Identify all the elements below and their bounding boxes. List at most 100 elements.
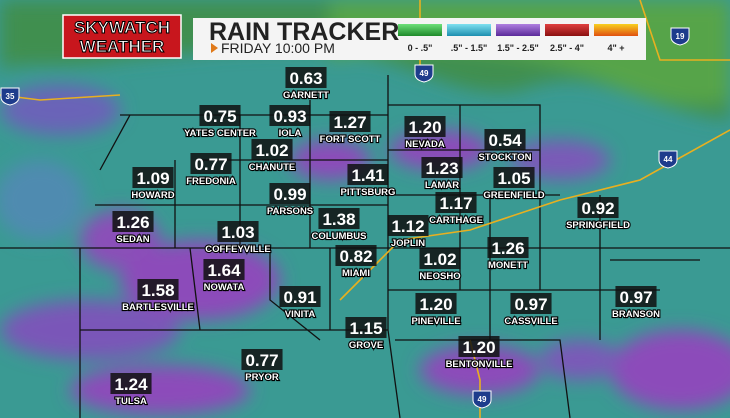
legend-swatch (398, 24, 442, 36)
rain-value: 0.82 (339, 247, 372, 266)
value-box (510, 293, 552, 314)
city: 1.20 PINEVILLE (410, 293, 462, 328)
value-box (269, 105, 311, 126)
rain-value: 0.97 (514, 295, 547, 314)
city: 0.93 IOLA (269, 105, 311, 140)
city-name: PRYOR (245, 372, 279, 383)
legend-label: 2.5" - 4" (550, 43, 584, 53)
city: 0.75 YATES CENTER (183, 105, 257, 140)
highway-number: 35 (6, 92, 15, 101)
city-name: IOLA (279, 128, 302, 139)
rain-value: 1.05 (497, 169, 530, 188)
rain-value: 1.17 (439, 194, 472, 213)
city-name: PARSONS (267, 206, 313, 217)
highway-number: 49 (420, 69, 429, 78)
rain-value: 0.77 (245, 351, 278, 370)
city: 0.77 FREDONIA (185, 153, 237, 188)
value-box (347, 164, 389, 185)
rain-value: 0.63 (289, 69, 322, 88)
city: 1.26 MONETT (487, 237, 529, 272)
city-name: VINITA (285, 309, 316, 320)
value-box (421, 157, 463, 178)
value-box (415, 293, 457, 314)
city: 1.23 LAMAR (421, 157, 463, 192)
city-name: PINEVILLE (411, 316, 460, 327)
value-box (137, 279, 179, 300)
highway-shield (0, 87, 20, 106)
rain-value: 0.77 (194, 155, 227, 174)
time-arrow (211, 43, 218, 53)
rain-value: 1.09 (136, 169, 169, 188)
legend-swatch (594, 24, 638, 36)
logo-box (62, 14, 182, 59)
legend-swatch (496, 24, 540, 36)
city-name: TULSA (115, 396, 147, 407)
city: 0.97 BRANSON (611, 286, 661, 321)
city: 1.24 TULSA (110, 373, 152, 408)
logo-line: WEATHER (80, 37, 165, 56)
highway-shield (414, 64, 434, 83)
value-box (345, 317, 387, 338)
city-name: JOPLIN (391, 238, 425, 249)
rain-value: 1.20 (419, 295, 452, 314)
highway-number: 19 (676, 32, 685, 41)
city-name: PITTSBURG (341, 187, 396, 198)
city: 1.27 FORT SCOTT (319, 111, 382, 146)
value-box (285, 67, 327, 88)
city-name: CASSVILLE (504, 316, 557, 327)
city: 1.05 GREENFIELD (482, 167, 546, 202)
rain-value: 1.12 (391, 217, 424, 236)
value-box (217, 221, 259, 242)
value-box (484, 129, 526, 150)
city-name: YATES CENTER (184, 128, 256, 139)
value-box (577, 197, 619, 218)
highway-shield (472, 390, 492, 409)
rain-value: 0.93 (273, 107, 306, 126)
rain-value: 1.15 (349, 319, 382, 338)
city-name: MONETT (488, 260, 528, 271)
city-name: COFFEYVILLE (205, 244, 270, 255)
rain-value: 1.02 (423, 250, 456, 269)
city: 0.92 SPRINGFIELD (565, 197, 631, 232)
city-name: SEDAN (116, 234, 149, 245)
legend-label: .5" - 1.5" (451, 43, 488, 53)
rain-value: 1.27 (333, 113, 366, 132)
city-name: HOWARD (131, 190, 174, 201)
legend-swatch (545, 24, 589, 36)
city: 0.54 STOCKTON (477, 129, 533, 164)
time: FRIDAY 10:00 PM (221, 40, 335, 56)
city-name: CHANUTE (249, 162, 295, 173)
city: 1.15 GROVE (345, 317, 387, 352)
highway-shield (658, 150, 678, 169)
city-labels: 0.63 GARNETT 0.75 YATES CENTER 0.93 IOLA 1.27 F… (110, 67, 661, 408)
city: 1.20 NEVADA (404, 116, 446, 151)
value-box (199, 105, 241, 126)
city: 1.20 BENTONVILLE (444, 336, 514, 371)
city-name: COLUMBUS (312, 231, 367, 242)
rain-value: 0.54 (488, 131, 522, 150)
city: 1.38 COLUMBUS (310, 208, 368, 243)
value-box (487, 237, 529, 258)
rain-value: 1.03 (221, 223, 254, 242)
rain-value: 0.75 (203, 107, 236, 126)
city: 1.09 HOWARD (130, 167, 176, 202)
rain-value: 1.20 (462, 338, 495, 357)
city-name: GROVE (349, 340, 383, 351)
city-name: SPRINGFIELD (566, 220, 630, 231)
city-name: CARTHAGE (429, 215, 483, 226)
rain-value: 0.99 (273, 185, 306, 204)
city: 0.91 VINITA (279, 286, 321, 321)
value-box (269, 183, 311, 204)
city: 1.17 CARTHAGE (428, 192, 484, 227)
city-name: BENTONVILLE (446, 359, 513, 370)
city: 1.03 COFFEYVILLE (204, 221, 272, 256)
city: 1.64 NOWATA (202, 259, 246, 294)
city: 1.12 JOPLIN (387, 215, 429, 250)
rain-value: 0.91 (283, 288, 316, 307)
logo-line: SKYWATCH (74, 18, 170, 37)
rain-value: 1.24 (114, 375, 148, 394)
city-name: BARTLESVILLE (122, 302, 194, 313)
value-box (435, 192, 477, 213)
